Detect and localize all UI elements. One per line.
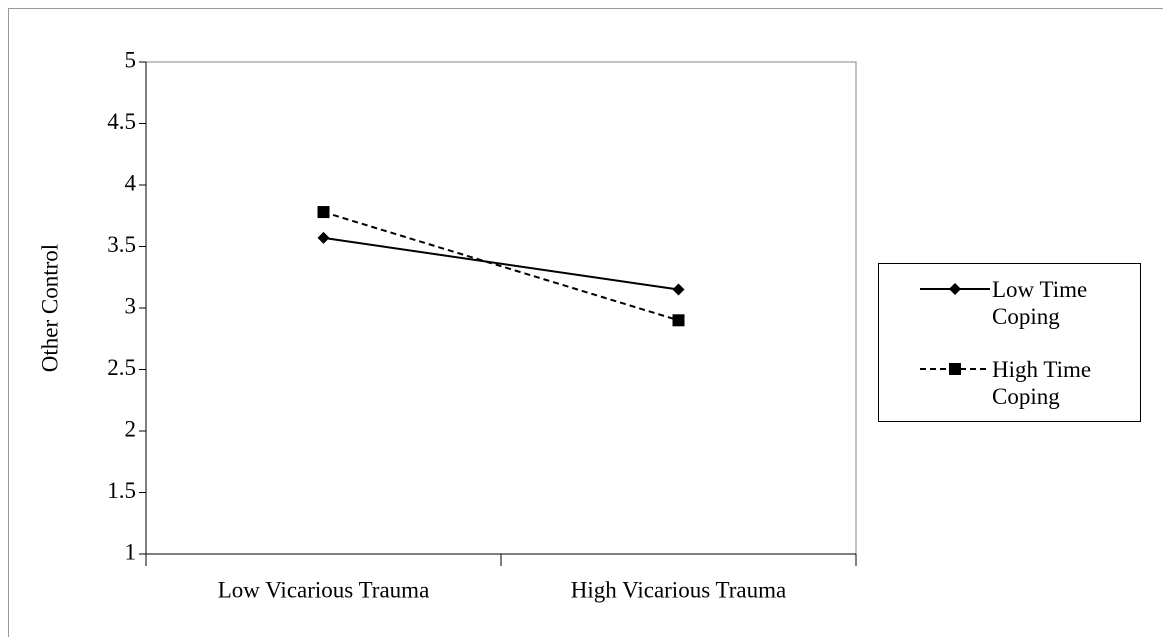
y-tick-label: 5 xyxy=(125,47,137,72)
series-line xyxy=(323,236,679,291)
data-point xyxy=(672,283,685,296)
x-tick-label: High Vicarious Trauma xyxy=(571,577,786,602)
data-point xyxy=(672,314,685,327)
y-axis-label: Other Control xyxy=(37,244,62,372)
data-point xyxy=(317,206,330,219)
plot-area xyxy=(145,61,857,555)
series-line xyxy=(323,211,679,322)
y-tick-label: 2.5 xyxy=(107,355,136,380)
y-tick-label: 4 xyxy=(125,170,137,195)
y-tick-label: 4.5 xyxy=(107,109,136,134)
y-tick-label: 3.5 xyxy=(107,232,136,257)
legend-label: High Time Coping xyxy=(992,357,1092,409)
y-tick-label: 3 xyxy=(125,293,137,318)
chart-frame xyxy=(8,8,1163,637)
y-tick-label: 1 xyxy=(125,539,137,564)
y-tick-label: 1.5 xyxy=(107,478,136,503)
legend-marker xyxy=(949,283,961,295)
data-point xyxy=(317,231,330,244)
legend-marker xyxy=(949,363,961,375)
x-tick-label: Low Vicarious Trauma xyxy=(218,577,430,602)
legend-label: Low Time Coping xyxy=(992,277,1088,329)
y-tick-label: 2 xyxy=(125,416,137,441)
